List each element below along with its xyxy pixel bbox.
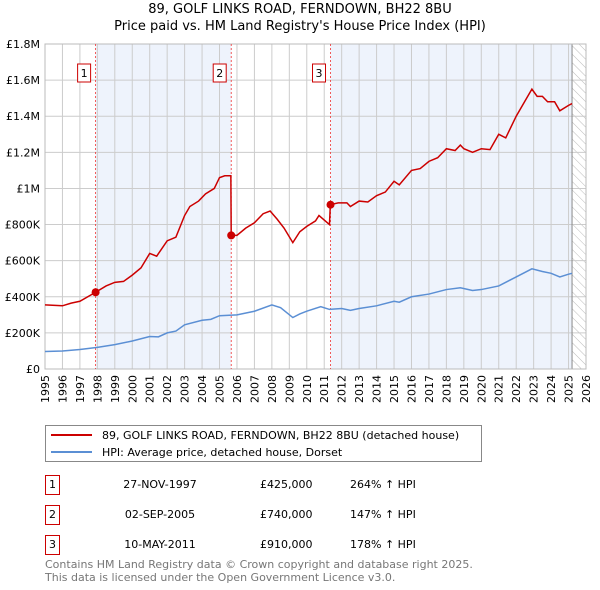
hpi-line [44,267,573,353]
legend-item-hpi: HPI: Average price, detached house, Dors… [51,444,342,460]
sale-label-box: 2 [212,63,227,83]
transaction-price: £740,000 [260,508,313,521]
x-tick-label: 2007 [248,375,261,403]
footer-line2: This data is licensed under the Open Gov… [45,571,396,584]
y-tick-label: £400K [5,291,41,304]
x-tick-label: 1997 [74,375,87,403]
x-tick-label: 2020 [475,375,488,403]
footer-line1: Contains HM Land Registry data © Crown c… [45,558,473,571]
transaction-date: 10-MAY-2011 [124,538,196,551]
transaction-date: 27-NOV-1997 [123,478,197,491]
legend-label-hpi: HPI: Average price, detached house, Dors… [102,445,343,459]
legend-swatch-hpi [51,451,92,453]
chart-subtitle: Price paid vs. HM Land Registry's House … [114,19,486,34]
x-tick-label: 2017 [423,375,436,403]
forecast-hatch [572,44,586,369]
legend-swatch-property [51,434,92,436]
transaction-date: 02-SEP-2005 [124,508,196,521]
x-tick-label: 2005 [214,375,227,403]
sale-label-box: 1 [77,63,92,83]
sale-label-number: 3 [316,67,323,80]
sale-label-border [77,63,92,83]
property-line [44,87,573,307]
x-tick-label: 1998 [91,375,104,403]
y-tick-label: £1.8M [6,38,40,51]
x-tick-label: 2010 [301,375,314,403]
x-tick-label: 2006 [231,375,244,403]
footer: Contains HM Land Registry data © Crown c… [45,558,473,584]
sale-label-number: 1 [81,67,88,80]
transaction-number: 2 [45,505,60,525]
x-tick-label: 2004 [196,375,209,403]
price-chart: 1995 1996 1997 1998 1999 2000 2001 2002 2003 2004… [5,38,593,403]
x-tick-label: 2016 [405,375,418,403]
x-tick-label: 2009 [283,375,296,403]
sale-label-border [212,63,227,83]
transaction-number: 3 [45,535,60,555]
transaction-number: 1 [45,475,60,495]
sale-point [227,231,236,240]
x-tick-label: 2022 [510,375,523,403]
transaction-hpi: 264% ↑ HPI [350,478,416,491]
x-tick-label: 2019 [458,375,471,403]
x-tick-label: 2024 [545,375,558,403]
sale-point [91,288,100,297]
legend-label-property: 89, GOLF LINKS ROAD, FERNDOWN, BH22 8BU … [102,428,460,442]
chart-title: 89, GOLF LINKS ROAD, FERNDOWN, BH22 8BU [148,2,452,17]
x-tick-label: 2023 [528,375,541,403]
y-tick-label: £600K [5,255,41,268]
x-tick-label: 2013 [353,375,366,403]
legend: 89, GOLF LINKS ROAD, FERNDOWN, BH22 8BU … [45,425,482,462]
sale-label-number: 2 [216,67,223,80]
x-tick-label: 2025 [563,375,576,403]
x-tick-label: 2000 [126,375,139,403]
transaction-hpi: 178% ↑ HPI [350,538,416,551]
sale-point [326,200,335,209]
x-tick-label: 2021 [493,375,506,403]
x-tick-label: 2011 [318,375,331,403]
y-tick-label: £1.4M [6,110,40,123]
x-tick-label: 2002 [161,375,174,403]
y-tick-label: £800K [5,219,41,232]
x-tick-label: 2008 [266,375,279,403]
legend-item-property: 89, GOLF LINKS ROAD, FERNDOWN, BH22 8BU … [51,427,459,443]
x-tick-label: 2003 [179,375,192,403]
transaction-hpi: 147% ↑ HPI [350,508,416,521]
plot-frame [44,43,587,370]
x-tick-label: 1999 [109,375,122,403]
x-tick-label: 2001 [144,375,157,403]
sale-label-border [312,63,327,83]
transaction-price: £425,000 [260,478,313,491]
x-tick-label: 1995 [39,375,52,403]
y-tick-label: £1M [17,182,41,195]
sale-label-box: 3 [312,63,327,83]
shaded-period [330,44,573,369]
x-tick-label: 1996 [56,375,69,403]
x-tick-label: 2012 [336,375,349,403]
y-tick-label: £200K [5,327,41,340]
x-tick-label: 2014 [371,375,384,403]
x-tick-label: 2015 [388,375,401,403]
y-tick-label: £1.6M [6,74,40,87]
shaded-period [95,44,232,369]
y-tick-label: £0 [26,363,40,376]
y-tick-label: £1.2M [6,146,40,159]
x-tick-label: 2018 [440,375,453,403]
transaction-price: £910,000 [260,538,313,551]
x-tick-label: 2026 [580,375,593,403]
